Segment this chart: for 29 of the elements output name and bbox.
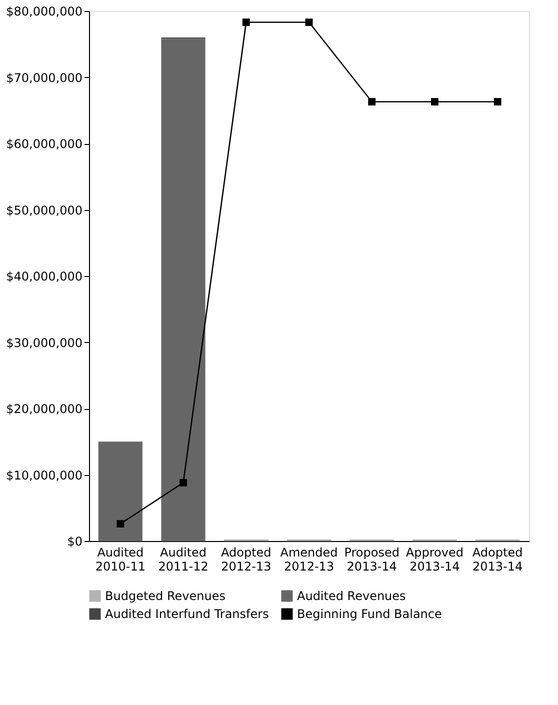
y-tick-label: $10,000,000 <box>6 468 82 482</box>
y-tick-label: $40,000,000 <box>6 270 82 284</box>
point <box>305 18 313 26</box>
bar <box>98 441 143 542</box>
point <box>368 98 376 106</box>
y-tick-label: $50,000,000 <box>6 203 82 218</box>
y-tick-label: $80,000,000 <box>6 4 82 18</box>
x-tick-label: Proposed 2013-14 <box>344 546 400 574</box>
point <box>116 520 124 528</box>
x-tick-label: Approved 2013-14 <box>406 546 464 574</box>
legend-label: Audited Revenues <box>297 589 406 603</box>
point <box>494 98 502 106</box>
y-tick-label: $20,000,000 <box>6 402 82 416</box>
point <box>180 478 187 486</box>
y-tick-label: $60,000,000 <box>6 137 82 151</box>
y-tick-label: $0 <box>67 534 82 548</box>
y-tick-label: $30,000,000 <box>6 336 82 350</box>
x-tick-label: Amended 2012-13 <box>280 546 338 574</box>
y-tick-label: $70,000,000 <box>6 70 82 85</box>
point <box>431 98 438 106</box>
legend-label: Beginning Fund Balance <box>297 607 442 621</box>
legend-label: Budgeted Revenues <box>105 589 226 603</box>
x-tick-label: Audited 2010-11 <box>95 546 146 574</box>
legend-label: Audited Interfund Transfers <box>105 607 269 621</box>
x-tick-label: Audited 2011-12 <box>158 546 208 574</box>
x-tick-label: Adopted 2013-14 <box>472 546 523 574</box>
bar <box>161 38 206 542</box>
point <box>242 18 250 26</box>
x-tick-label: Adopted 2012-13 <box>221 546 272 574</box>
